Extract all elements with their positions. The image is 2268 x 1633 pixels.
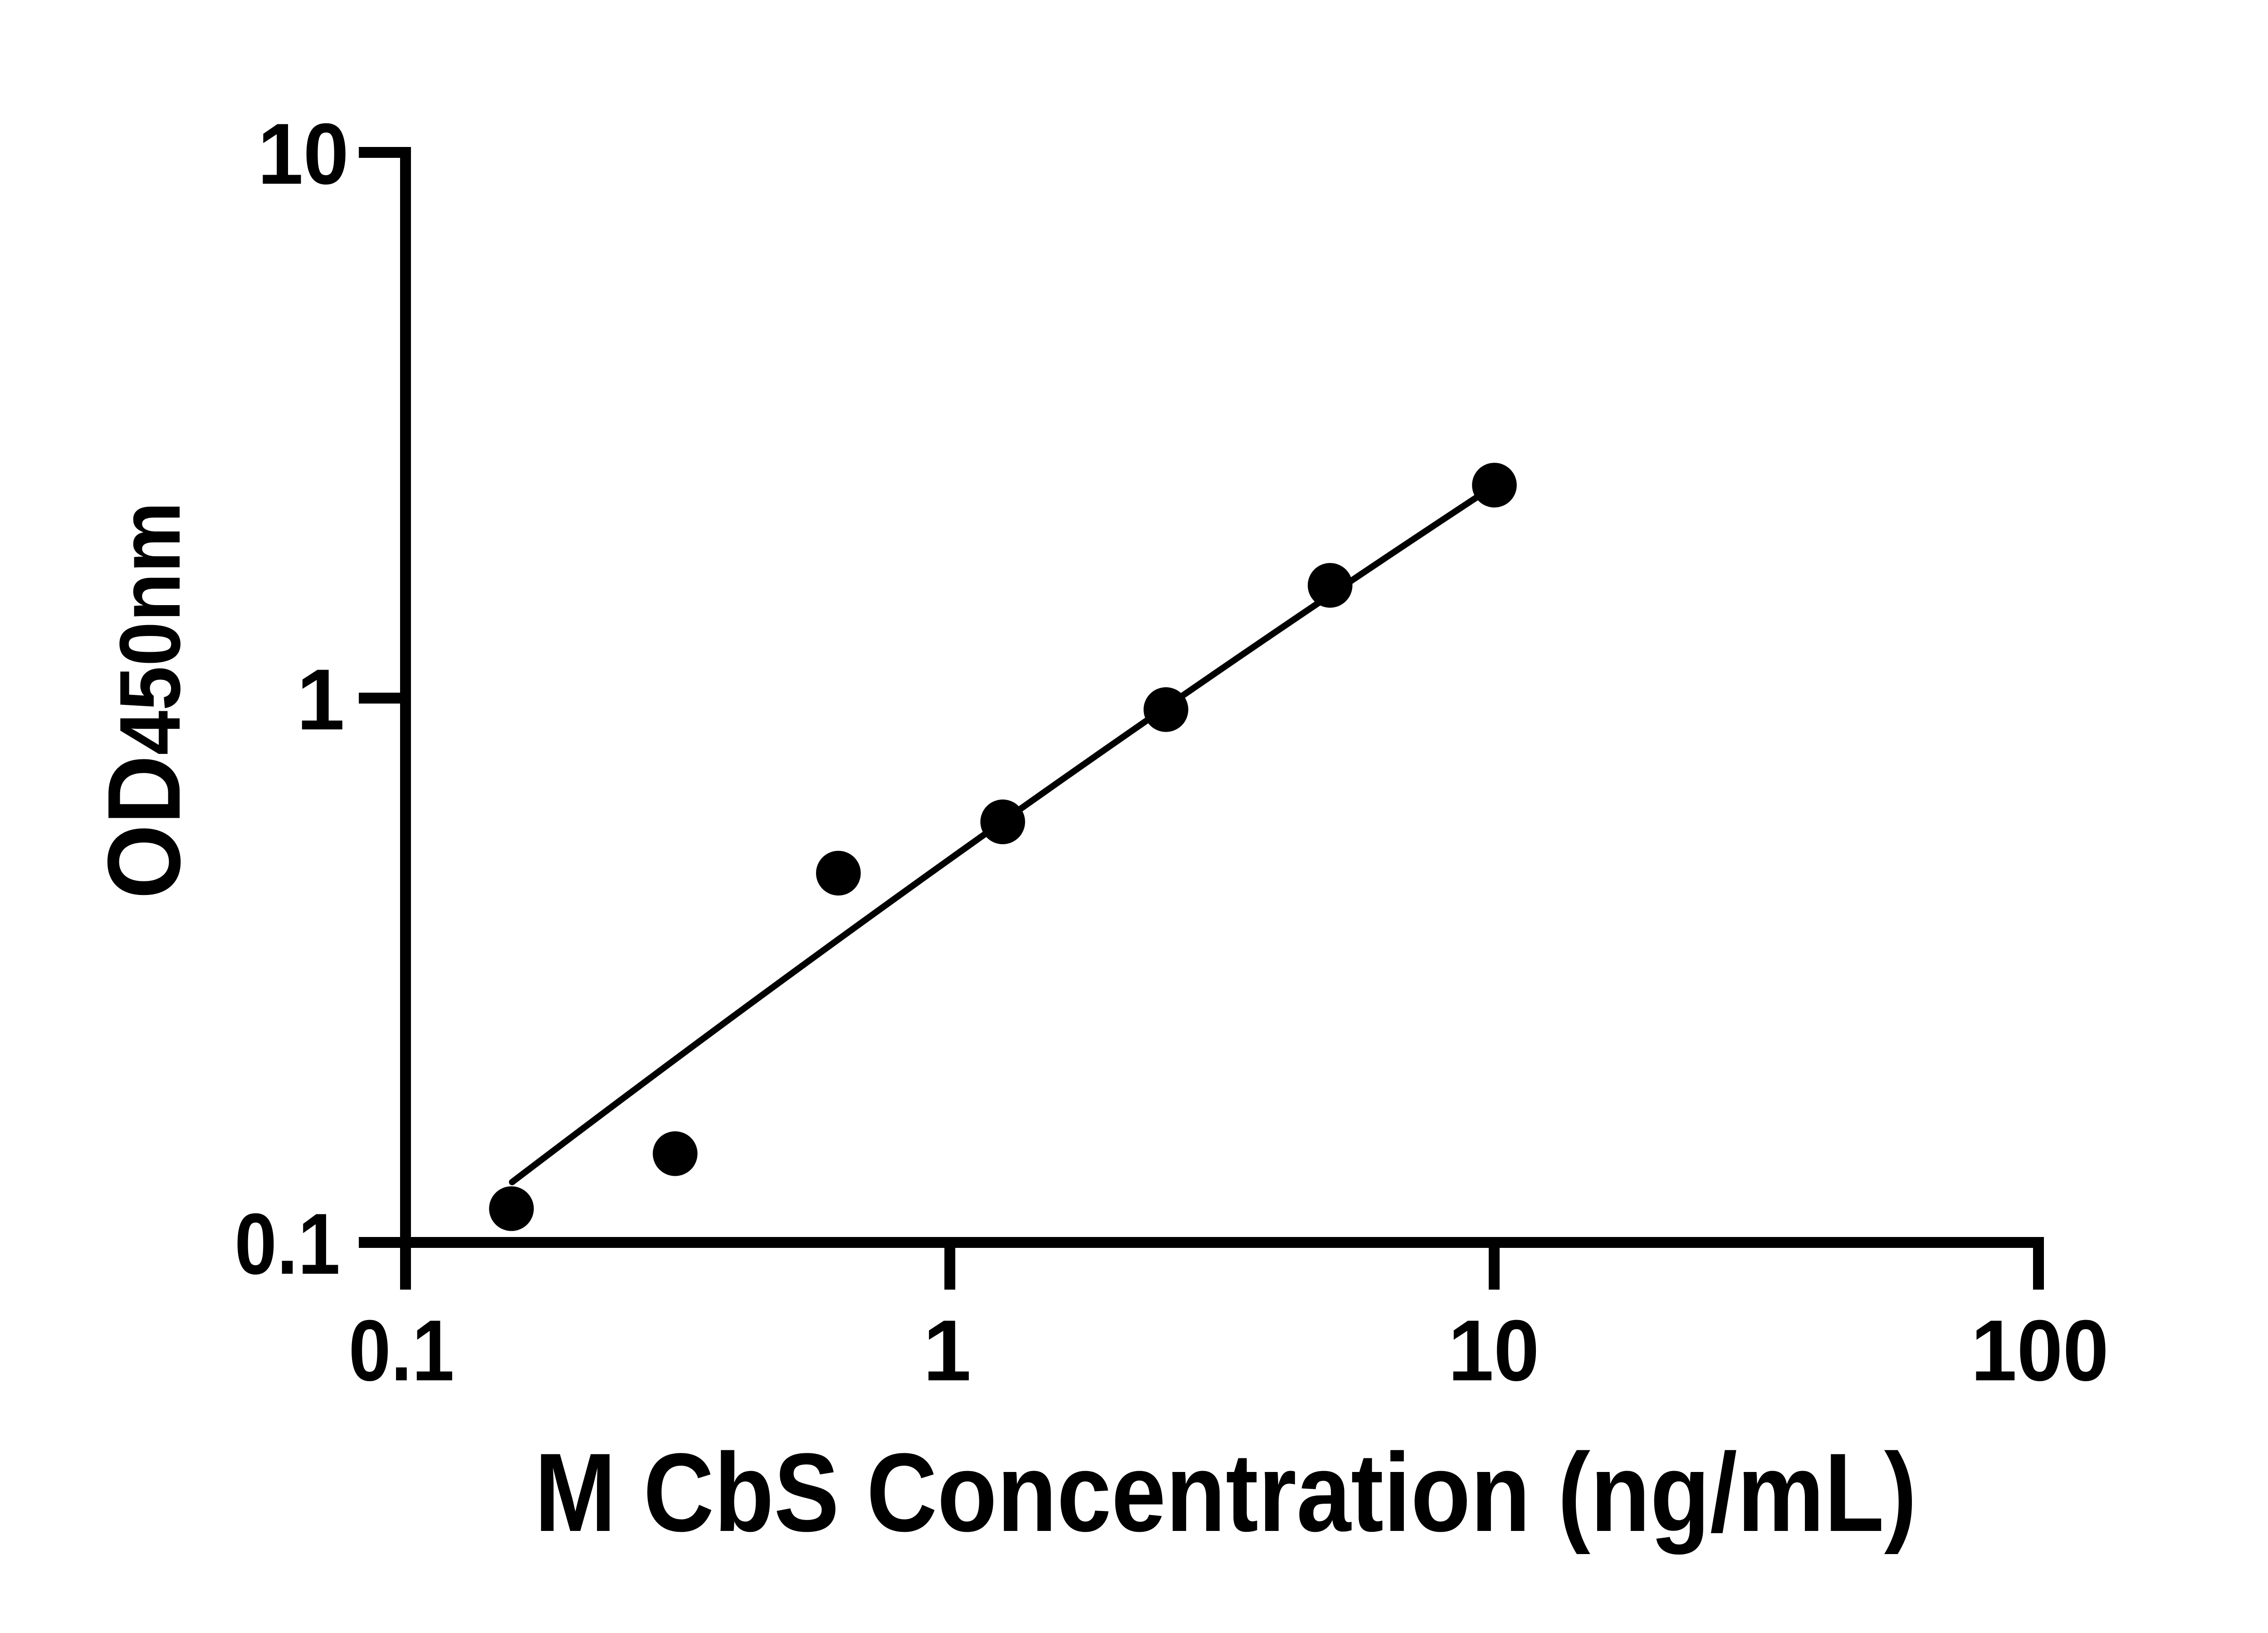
svg-text:10: 10	[258, 106, 349, 202]
svg-text:OD450nm: OD450nm	[86, 502, 202, 899]
svg-text:M CbS Concentration (ng/mL): M CbS Concentration (ng/mL)	[534, 1430, 1916, 1555]
svg-text:10: 10	[1448, 1302, 1540, 1399]
svg-text:100: 100	[1971, 1302, 2109, 1399]
svg-text:0.1: 0.1	[349, 1302, 455, 1399]
svg-text:1: 1	[297, 651, 345, 748]
svg-text:0.1: 0.1	[235, 1196, 340, 1292]
svg-text:1: 1	[923, 1302, 971, 1399]
